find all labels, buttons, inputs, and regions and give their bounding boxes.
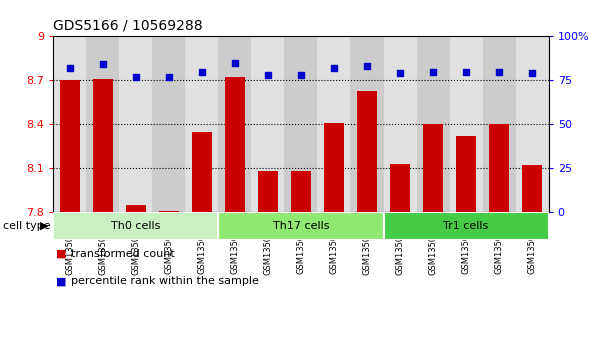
Bar	[483, 36, 516, 212]
Bar	[159, 211, 179, 212]
Bar	[450, 36, 483, 212]
Point	[230, 60, 240, 66]
Bar	[53, 212, 218, 240]
Text: ▶: ▶	[40, 221, 48, 231]
Bar	[390, 164, 410, 212]
Bar	[119, 36, 152, 212]
Text: GDS5166 / 10569288: GDS5166 / 10569288	[53, 19, 203, 32]
Bar	[456, 136, 476, 212]
Bar	[251, 36, 284, 212]
Point	[296, 72, 306, 78]
Bar	[317, 36, 350, 212]
Bar	[423, 124, 443, 212]
Bar	[384, 36, 417, 212]
Text: cell type: cell type	[3, 221, 51, 231]
Point	[164, 74, 173, 80]
Bar	[258, 171, 278, 212]
Bar	[384, 212, 549, 240]
Text: ■: ■	[56, 249, 67, 259]
Text: Th0 cells: Th0 cells	[111, 221, 160, 231]
Bar	[152, 36, 185, 212]
Point	[263, 72, 273, 78]
Text: transformed count: transformed count	[71, 249, 175, 259]
Bar	[350, 36, 384, 212]
Bar	[218, 212, 384, 240]
Bar	[93, 79, 113, 212]
Text: ■: ■	[56, 276, 67, 286]
Point	[197, 69, 206, 74]
Point	[428, 69, 438, 74]
Point	[329, 65, 339, 71]
Bar	[489, 124, 509, 212]
Text: Tr1 cells: Tr1 cells	[444, 221, 489, 231]
Bar	[357, 91, 377, 212]
Text: percentile rank within the sample: percentile rank within the sample	[71, 276, 258, 286]
Point	[527, 70, 537, 76]
Point	[98, 62, 107, 68]
Bar	[53, 36, 86, 212]
Bar	[60, 80, 80, 212]
Bar	[324, 123, 344, 212]
Text: Th17 cells: Th17 cells	[273, 221, 329, 231]
Bar	[126, 205, 146, 212]
Point	[65, 65, 74, 71]
Bar	[192, 132, 212, 212]
Bar	[86, 36, 119, 212]
Bar	[185, 36, 218, 212]
Bar	[284, 36, 317, 212]
Point	[362, 63, 372, 69]
Bar	[225, 77, 245, 212]
Point	[131, 74, 140, 80]
Bar	[522, 166, 542, 212]
Point	[494, 69, 504, 74]
Bar	[291, 171, 311, 212]
Bar	[516, 36, 549, 212]
Bar	[417, 36, 450, 212]
Point	[395, 70, 405, 76]
Point	[461, 69, 471, 74]
Bar	[218, 36, 251, 212]
